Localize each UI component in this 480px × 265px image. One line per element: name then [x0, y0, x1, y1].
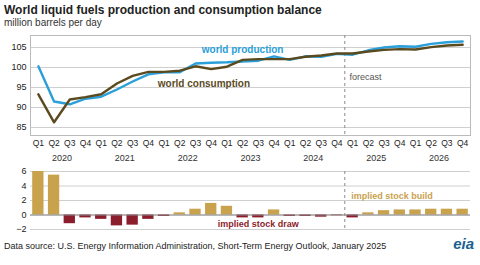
- svg-text:Q2: Q2: [426, 138, 438, 148]
- svg-text:Q2: Q2: [237, 138, 249, 148]
- svg-text:Q3: Q3: [441, 138, 453, 148]
- svg-text:2020: 2020: [52, 153, 72, 163]
- svg-text:Q3: Q3: [378, 138, 390, 148]
- svg-text:6: 6: [21, 166, 26, 176]
- svg-text:Q4: Q4: [206, 138, 218, 148]
- svg-text:Q2: Q2: [363, 138, 375, 148]
- svg-text:Q1: Q1: [347, 138, 359, 148]
- svg-text:85: 85: [16, 122, 26, 132]
- svg-text:Q4: Q4: [80, 138, 92, 148]
- html-text:million barrels per day: million barrels per day: [4, 17, 102, 28]
- svg-text:Q2: Q2: [111, 138, 123, 148]
- svg-text:2022: 2022: [178, 153, 198, 163]
- svg-text:Q3: Q3: [127, 138, 139, 148]
- svg-text:Q1: Q1: [158, 138, 170, 148]
- svg-text:Q3: Q3: [64, 138, 76, 148]
- svg-text:Q4: Q4: [331, 138, 343, 148]
- svg-text:Q3: Q3: [316, 138, 328, 148]
- svg-text:Q2: Q2: [174, 138, 186, 148]
- svg-text:Q1: Q1: [284, 138, 296, 148]
- svg-text:95: 95: [16, 82, 26, 92]
- svg-text:−2: −2: [16, 224, 26, 234]
- svg-text:Q3: Q3: [190, 138, 202, 148]
- html-text:eia: eia: [453, 235, 474, 252]
- svg-text:4: 4: [21, 181, 26, 191]
- svg-text:Q1: Q1: [96, 138, 108, 148]
- html-text:World liquid fuels production: World liquid fuels production and consum…: [4, 3, 322, 17]
- svg-text:forecast: forecast: [350, 72, 383, 82]
- svg-text:implied stock draw: implied stock draw: [218, 219, 300, 229]
- svg-text:2026: 2026: [429, 153, 449, 163]
- svg-text:Q3: Q3: [253, 138, 265, 148]
- svg-text:2023: 2023: [240, 153, 260, 163]
- svg-text:2024: 2024: [303, 153, 323, 163]
- html-text:Data source: U.S. Energy Infor: Data source: U.S. Energy Information Adm…: [4, 241, 387, 251]
- svg-text:Q2: Q2: [300, 138, 312, 148]
- svg-text:world consumption: world consumption: [157, 78, 250, 89]
- svg-text:Q1: Q1: [410, 138, 422, 148]
- svg-text:Q4: Q4: [143, 138, 155, 148]
- svg-text:0: 0: [21, 210, 26, 220]
- svg-text:105: 105: [11, 42, 26, 52]
- svg-text:Q4: Q4: [268, 138, 280, 148]
- svg-text:implied stock build: implied stock build: [351, 191, 433, 201]
- svg-text:Q1: Q1: [221, 138, 233, 148]
- svg-text:90: 90: [16, 102, 26, 112]
- svg-text:2: 2: [21, 195, 26, 205]
- svg-text:Q1: Q1: [33, 138, 45, 148]
- svg-text:Q4: Q4: [457, 138, 469, 148]
- svg-text:2021: 2021: [115, 153, 135, 163]
- svg-text:world production: world production: [201, 44, 284, 55]
- svg-text:Q4: Q4: [394, 138, 406, 148]
- svg-text:100: 100: [11, 62, 26, 72]
- svg-text:2025: 2025: [366, 153, 386, 163]
- svg-text:Q2: Q2: [48, 138, 60, 148]
